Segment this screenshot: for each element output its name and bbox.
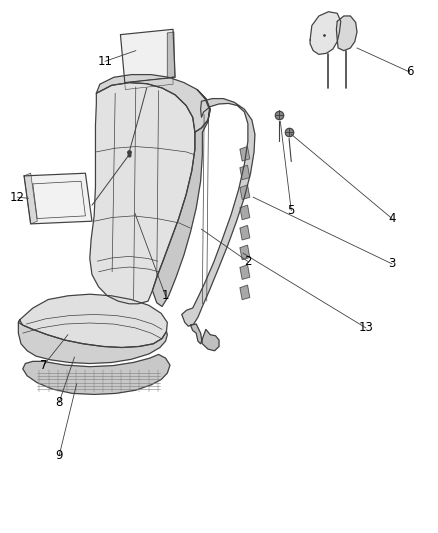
Polygon shape: [240, 205, 250, 220]
Text: 6: 6: [406, 66, 413, 78]
Text: 5: 5: [288, 204, 295, 217]
Polygon shape: [240, 165, 250, 180]
Polygon shape: [23, 354, 170, 394]
Polygon shape: [240, 245, 250, 260]
Polygon shape: [167, 32, 174, 78]
Text: 7: 7: [40, 359, 48, 372]
Polygon shape: [96, 75, 210, 132]
Text: 12: 12: [10, 191, 25, 204]
Text: 4: 4: [388, 212, 396, 225]
Text: 2: 2: [244, 255, 251, 268]
Polygon shape: [90, 83, 195, 304]
Polygon shape: [240, 225, 250, 240]
Text: 1: 1: [162, 289, 170, 302]
Polygon shape: [182, 99, 255, 326]
Polygon shape: [310, 12, 341, 54]
Polygon shape: [18, 294, 167, 348]
Text: 11: 11: [98, 55, 113, 68]
Text: 3: 3: [389, 257, 396, 270]
Text: 13: 13: [358, 321, 373, 334]
Polygon shape: [152, 90, 210, 306]
Polygon shape: [18, 320, 167, 364]
Polygon shape: [191, 324, 219, 351]
Polygon shape: [240, 147, 250, 161]
Text: 8: 8: [56, 396, 63, 409]
Polygon shape: [240, 265, 250, 279]
Polygon shape: [120, 29, 175, 83]
Polygon shape: [240, 285, 250, 300]
Polygon shape: [125, 77, 173, 90]
Polygon shape: [240, 185, 250, 199]
Polygon shape: [24, 173, 92, 224]
Polygon shape: [336, 16, 357, 51]
Polygon shape: [24, 173, 37, 224]
Text: 9: 9: [55, 449, 63, 462]
